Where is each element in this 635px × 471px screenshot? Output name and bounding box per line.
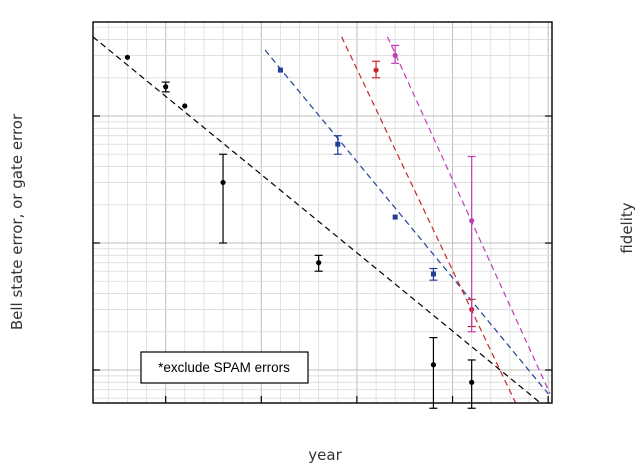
data-point (335, 141, 341, 147)
data-point (430, 362, 437, 368)
grid (93, 22, 552, 403)
x-axis-title: year (308, 446, 342, 464)
data-point (277, 67, 283, 73)
trend-line (264, 49, 549, 395)
data-point (316, 260, 322, 266)
y2-axis-title: fidelity (618, 202, 635, 253)
data-point (124, 54, 131, 60)
data-points (124, 44, 476, 409)
data-point (469, 379, 475, 385)
trend-line (386, 36, 551, 395)
data-point (392, 214, 398, 220)
note-text: *exclude SPAM errors (158, 360, 290, 375)
note-frame (140, 351, 309, 384)
data-point (182, 103, 188, 109)
axis-ticks (93, 115, 552, 403)
data-point (163, 84, 169, 90)
plot-frame (92, 21, 553, 404)
data-point (373, 67, 379, 73)
data-point (469, 218, 475, 224)
data-point (430, 271, 436, 277)
trend-lines (92, 36, 551, 404)
y-axis-title: Bell state error, or gate error (8, 113, 26, 330)
data-point (392, 52, 398, 59)
note-box: *exclude SPAM errors (140, 351, 309, 384)
data-point (220, 179, 226, 186)
trend-line (92, 36, 541, 404)
trend-line (341, 36, 517, 404)
